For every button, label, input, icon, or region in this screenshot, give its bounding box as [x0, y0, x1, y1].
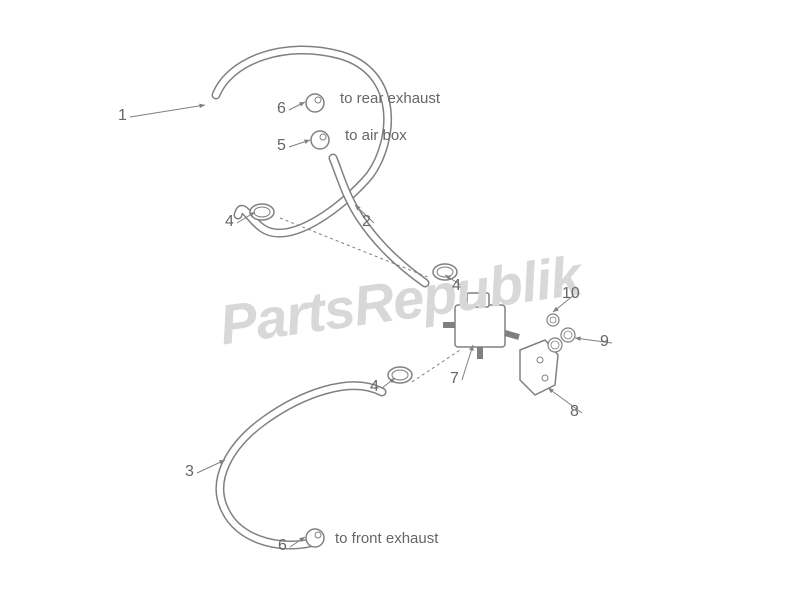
callout-number: 6: [277, 100, 286, 118]
callout-number: 8: [570, 403, 579, 421]
annotation-label: to rear exhaust: [340, 90, 440, 107]
parts-diagram: PartsRepublik 16542410978436 to rear exh…: [0, 0, 800, 600]
annotation-label: to air box: [345, 127, 407, 144]
callout-number: 7: [450, 370, 459, 388]
callout-number: 2: [362, 213, 371, 231]
callout-number: 4: [370, 378, 379, 396]
callout-number: 1: [118, 107, 127, 125]
callout-number: 10: [562, 285, 580, 303]
annotation-label: to front exhaust: [335, 530, 438, 547]
callout-number: 4: [452, 277, 461, 295]
callout-number: 3: [185, 463, 194, 481]
callout-number: 9: [600, 333, 609, 351]
callout-number: 5: [277, 137, 286, 155]
callout-number: 6: [278, 537, 287, 555]
callout-number: 4: [225, 213, 234, 231]
